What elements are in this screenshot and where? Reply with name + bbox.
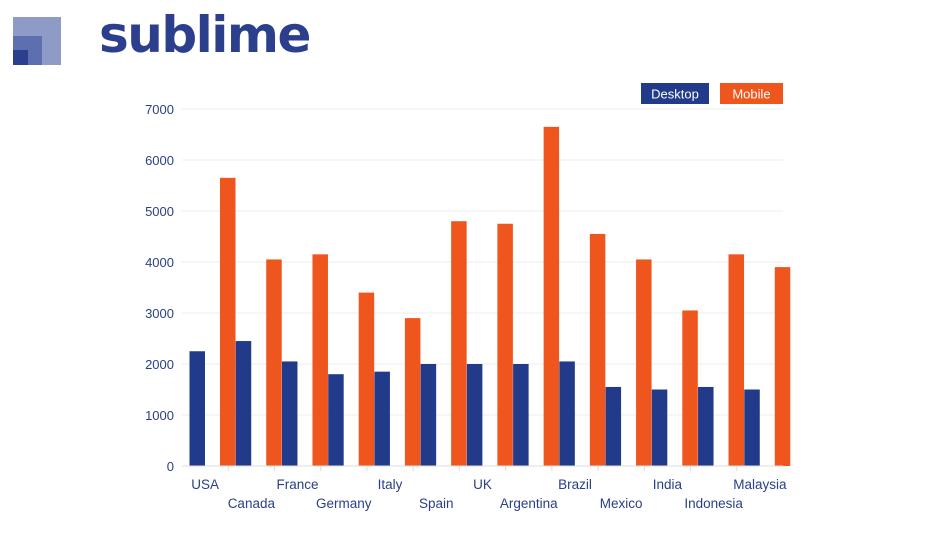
y-tick-label: 6000 <box>145 153 174 168</box>
x-category-label: Argentina <box>500 496 558 511</box>
y-tick-label: 7000 <box>145 102 174 117</box>
bar-desktop-india <box>651 389 668 466</box>
x-category-label: Spain <box>419 496 454 511</box>
x-category-label: Canada <box>228 496 276 511</box>
legend-label-mobile: Mobile <box>732 87 770 102</box>
bar-desktop-germany <box>328 374 344 466</box>
x-category-label: Mexico <box>600 496 643 511</box>
bar-desktop-argentina <box>513 364 529 466</box>
legend-swatch-desktop <box>641 83 709 104</box>
bar-desktop-usa <box>189 351 205 466</box>
bar-mobile-argentina <box>543 126 560 466</box>
bar-mobile-germany <box>358 292 375 466</box>
bar-desktop-indonesia <box>698 386 714 466</box>
bar-mobile-india <box>682 310 698 466</box>
brand-name: sublime <box>99 6 311 64</box>
bar-mobile-france <box>312 254 328 466</box>
bar-mobile-usa <box>220 177 236 466</box>
bar-mobile-mexico <box>636 259 652 466</box>
x-category-label: Brazil <box>558 477 592 492</box>
x-category-label: Malaysia <box>733 477 787 492</box>
x-category-label: UK <box>473 477 492 492</box>
bar-mobile-spain <box>451 221 467 466</box>
bar-desktop-malaysia <box>744 389 760 466</box>
legend-label-desktop: Desktop <box>651 87 699 102</box>
bar-mobile-indonesia <box>728 254 745 466</box>
bar-desktop-spain <box>420 364 437 466</box>
y-tick-label: 3000 <box>145 306 174 321</box>
y-tick-label: 2000 <box>145 357 174 372</box>
x-category-label: Germany <box>316 496 372 511</box>
x-category-label: India <box>653 477 683 492</box>
bar-desktop-uk <box>466 364 483 466</box>
y-tick-label: 5000 <box>145 204 174 219</box>
bar-desktop-mexico <box>605 386 622 466</box>
y-tick-label: 4000 <box>145 255 174 270</box>
bar-mobile-canada <box>266 259 282 466</box>
bar-desktop-canada <box>235 341 252 466</box>
bar-desktop-france <box>281 361 298 466</box>
x-category-label: Italy <box>378 477 403 492</box>
legend-swatch-mobile <box>720 83 783 104</box>
y-tick-label: 0 <box>167 459 174 474</box>
bar-desktop-brazil <box>559 361 575 466</box>
bar-mobile-malaysia <box>774 267 791 466</box>
bar-mobile-italy <box>404 318 421 466</box>
x-category-label: Indonesia <box>684 496 743 511</box>
y-axis-ticks: 0 1000 2000 3000 4000 5000 6000 7000 <box>145 102 174 474</box>
bar-desktop-italy <box>374 371 390 466</box>
bar-mobile-uk <box>497 223 513 466</box>
x-category-label: USA <box>191 477 219 492</box>
bars <box>189 126 791 466</box>
y-tick-label: 1000 <box>145 408 174 423</box>
x-category-label: France <box>277 477 319 492</box>
legend: Desktop Mobile <box>641 83 783 104</box>
bar-mobile-brazil <box>589 233 606 466</box>
logo-icon <box>13 17 61 65</box>
